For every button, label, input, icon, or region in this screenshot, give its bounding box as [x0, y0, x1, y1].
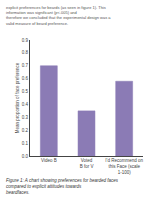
svg-text:Mean proportion of face prefer: Mean proportion of face preference [15, 62, 20, 133]
svg-text:0.3: 0.3 [22, 115, 29, 120]
svg-text:Video B: Video B [41, 158, 57, 163]
svg-text:0.5: 0.5 [22, 89, 29, 94]
svg-text:I'd Recommend onthis Face (sca: I'd Recommend onthis Face (scale1-100) [105, 158, 143, 175]
svg-text:VotedB for V: VotedB for V [80, 158, 94, 169]
svg-text:0.0: 0.0 [22, 154, 29, 159]
svg-text:0.2: 0.2 [22, 128, 29, 133]
svg-text:0.4: 0.4 [22, 102, 29, 107]
svg-text:Figure 1: A chart showing pref: Figure 1: A chart showing preferences fo… [6, 178, 119, 195]
svg-text:0.8: 0.8 [22, 50, 29, 55]
svg-text:0.9: 0.9 [22, 38, 29, 43]
svg-text:explicit preferences for beard: explicit preferences for beards (as seen… [6, 5, 111, 26]
svg-text:0.6: 0.6 [22, 76, 29, 81]
svg-text:0.1: 0.1 [22, 141, 29, 146]
svg-text:0.7: 0.7 [22, 63, 29, 68]
